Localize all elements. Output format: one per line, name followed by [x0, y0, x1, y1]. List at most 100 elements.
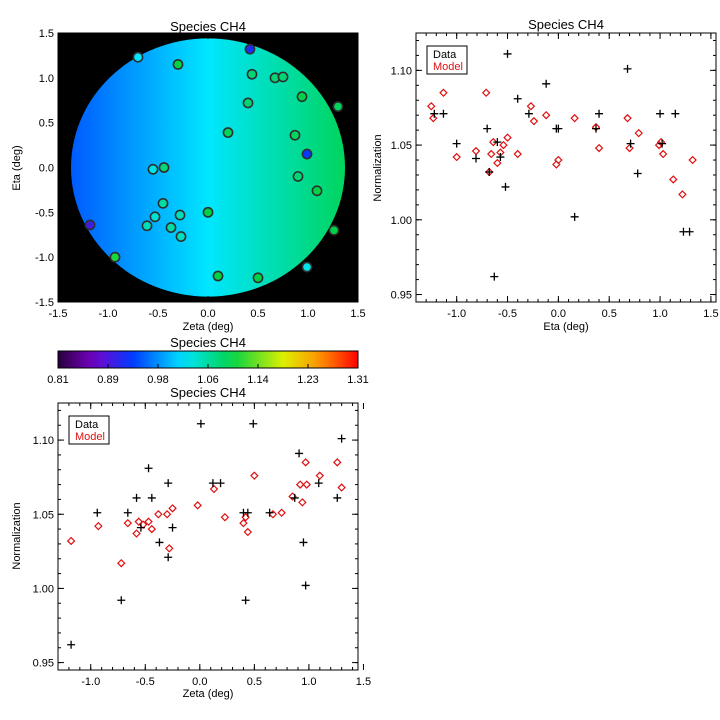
eta-y-axis-label: Normalization	[372, 134, 384, 201]
zeta-data-point	[241, 596, 250, 605]
eta-x-tick-label: -0.5	[498, 308, 517, 320]
map-point	[277, 71, 289, 83]
map-point	[311, 185, 323, 197]
eta-model-point	[481, 88, 491, 98]
zeta-data-point	[132, 493, 141, 502]
eta-model-point	[499, 140, 508, 150]
map-x-tick-label: -1.0	[99, 308, 118, 320]
zeta-model-point	[250, 471, 259, 480]
eta-data-point	[472, 154, 480, 163]
map-point	[149, 211, 161, 223]
map-y-tick-label: -0.5	[35, 207, 54, 219]
zeta-model-point	[94, 521, 103, 531]
map-y-axis-label: Eta (deg)	[11, 145, 23, 190]
map-title: Species CH4	[170, 19, 246, 34]
eta-data-point	[623, 64, 632, 73]
eta-model-point	[452, 152, 461, 162]
zeta-x-tick-label: 1.0	[301, 676, 316, 688]
zeta-x-tick-label: 0.5	[247, 676, 262, 688]
eta-data-point	[439, 109, 448, 118]
zeta-data-point	[333, 493, 342, 502]
eta-model-point	[658, 149, 668, 159]
eta-model-point	[678, 190, 687, 199]
map-point	[292, 171, 304, 182]
zeta-model-point	[193, 501, 202, 510]
eta-model-point	[493, 158, 502, 168]
zeta-data-point	[67, 640, 76, 649]
zeta-model-point	[165, 544, 174, 553]
zeta-model-point	[134, 517, 143, 526]
zeta-title: Species CH4	[170, 385, 246, 400]
map-point	[202, 206, 214, 218]
eta-data-point	[503, 49, 512, 58]
map-point	[301, 148, 313, 160]
map-x-tick-label: 1.0	[300, 308, 315, 320]
eta-data-point	[524, 109, 533, 118]
zeta-model-point	[298, 498, 307, 507]
colorbar-tick-label: 1.14	[247, 374, 268, 386]
zeta-x-tick-label: 1.5	[356, 676, 371, 688]
zeta-y-tick-label: 0.95	[33, 658, 54, 670]
map-point	[296, 91, 308, 103]
zeta-model-point	[243, 527, 253, 537]
eta-model-point	[625, 143, 634, 153]
zeta-model-point	[333, 458, 342, 467]
eta-data-point	[496, 153, 505, 162]
eta-x-axis-label: Eta (deg)	[543, 321, 588, 333]
colorbar-gradient: 0.81 0.89 0.98 1.06 1.14 1.23 1.31	[47, 350, 369, 386]
zeta-model-point	[337, 483, 346, 492]
zeta-panel: Species CH4 -1.0 -0.5 0.0 0.5 1.0 1.5 0.95 1.00…	[11, 385, 371, 700]
zeta-x-tick-label: 0.0	[192, 676, 207, 688]
zeta-data-point	[147, 493, 156, 502]
zeta-data-point	[216, 479, 225, 488]
zeta-data-point	[295, 449, 304, 458]
zeta-data-point	[314, 479, 323, 488]
map-point	[212, 270, 224, 282]
eta-model-point	[634, 128, 643, 138]
eta-model-point	[489, 137, 498, 147]
zeta-model-point	[147, 524, 157, 534]
colorbar-tick-label: 0.81	[47, 374, 68, 386]
zeta-data-point	[249, 419, 258, 428]
zeta-model-point	[315, 471, 325, 480]
zeta-model-point	[132, 529, 141, 538]
zeta-model-point	[168, 504, 177, 513]
eta-model-point	[554, 155, 563, 165]
map-point	[289, 129, 301, 141]
eta-y-tick-label: 1.10	[391, 65, 412, 77]
zeta-data-point	[243, 508, 252, 517]
eta-panel: Species CH4 -1.0 -0.5 0.0 0.5 1.0 1.5 0.95 1.00…	[372, 17, 719, 333]
map-plot-area: -1.5 -1.0 -0.5 0.0 0.5 1.0 1.5 -1.5 -1.0 -0.5 0.0 0…	[35, 28, 366, 320]
eta-data-point	[483, 124, 492, 133]
map-x-tick-label: 0.0	[200, 308, 215, 320]
zeta-model-point	[295, 480, 305, 489]
eta-data-point	[671, 109, 680, 118]
eta-model-point	[688, 155, 697, 165]
map-panel: Species CH4 -1.5 -1.0 -0.5 0.0 0.5 1.0 1.5-1.5…	[11, 19, 366, 333]
eta-y-tick-label: 1.05	[391, 140, 412, 152]
eta-title: Species CH4	[528, 17, 604, 32]
eta-model-point	[487, 149, 496, 159]
zeta-data-point	[301, 581, 310, 590]
zeta-model-point	[123, 518, 133, 528]
eta-x-tick-label: 0.5	[602, 308, 617, 320]
eta-data-point	[485, 167, 494, 176]
zeta-model-point	[301, 458, 310, 467]
zeta-data-point	[265, 508, 274, 517]
zeta-model-point	[209, 484, 219, 494]
eta-data-point	[592, 124, 600, 133]
colorbar-tick-label: 1.23	[297, 374, 318, 386]
zeta-y-tick-label: 1.10	[33, 435, 54, 447]
eta-legend-box	[426, 45, 468, 75]
eta-plot-area: -1.0 -0.5 0.0 0.5 1.0 1.5 0.95 1.00 1.05 1.10 Data…	[391, 32, 719, 320]
eta-model-point	[513, 149, 522, 159]
map-x-tick-label: 1.5	[350, 308, 365, 320]
map-point	[84, 219, 96, 231]
eta-data-point	[656, 109, 665, 118]
zeta-model-point	[154, 510, 163, 519]
zeta-model-point	[277, 508, 286, 518]
map-point	[157, 197, 169, 209]
eta-x-tick-label: 1.5	[703, 308, 718, 320]
map-y-tick-label: 0.5	[39, 118, 54, 130]
zeta-model-point	[144, 517, 153, 526]
